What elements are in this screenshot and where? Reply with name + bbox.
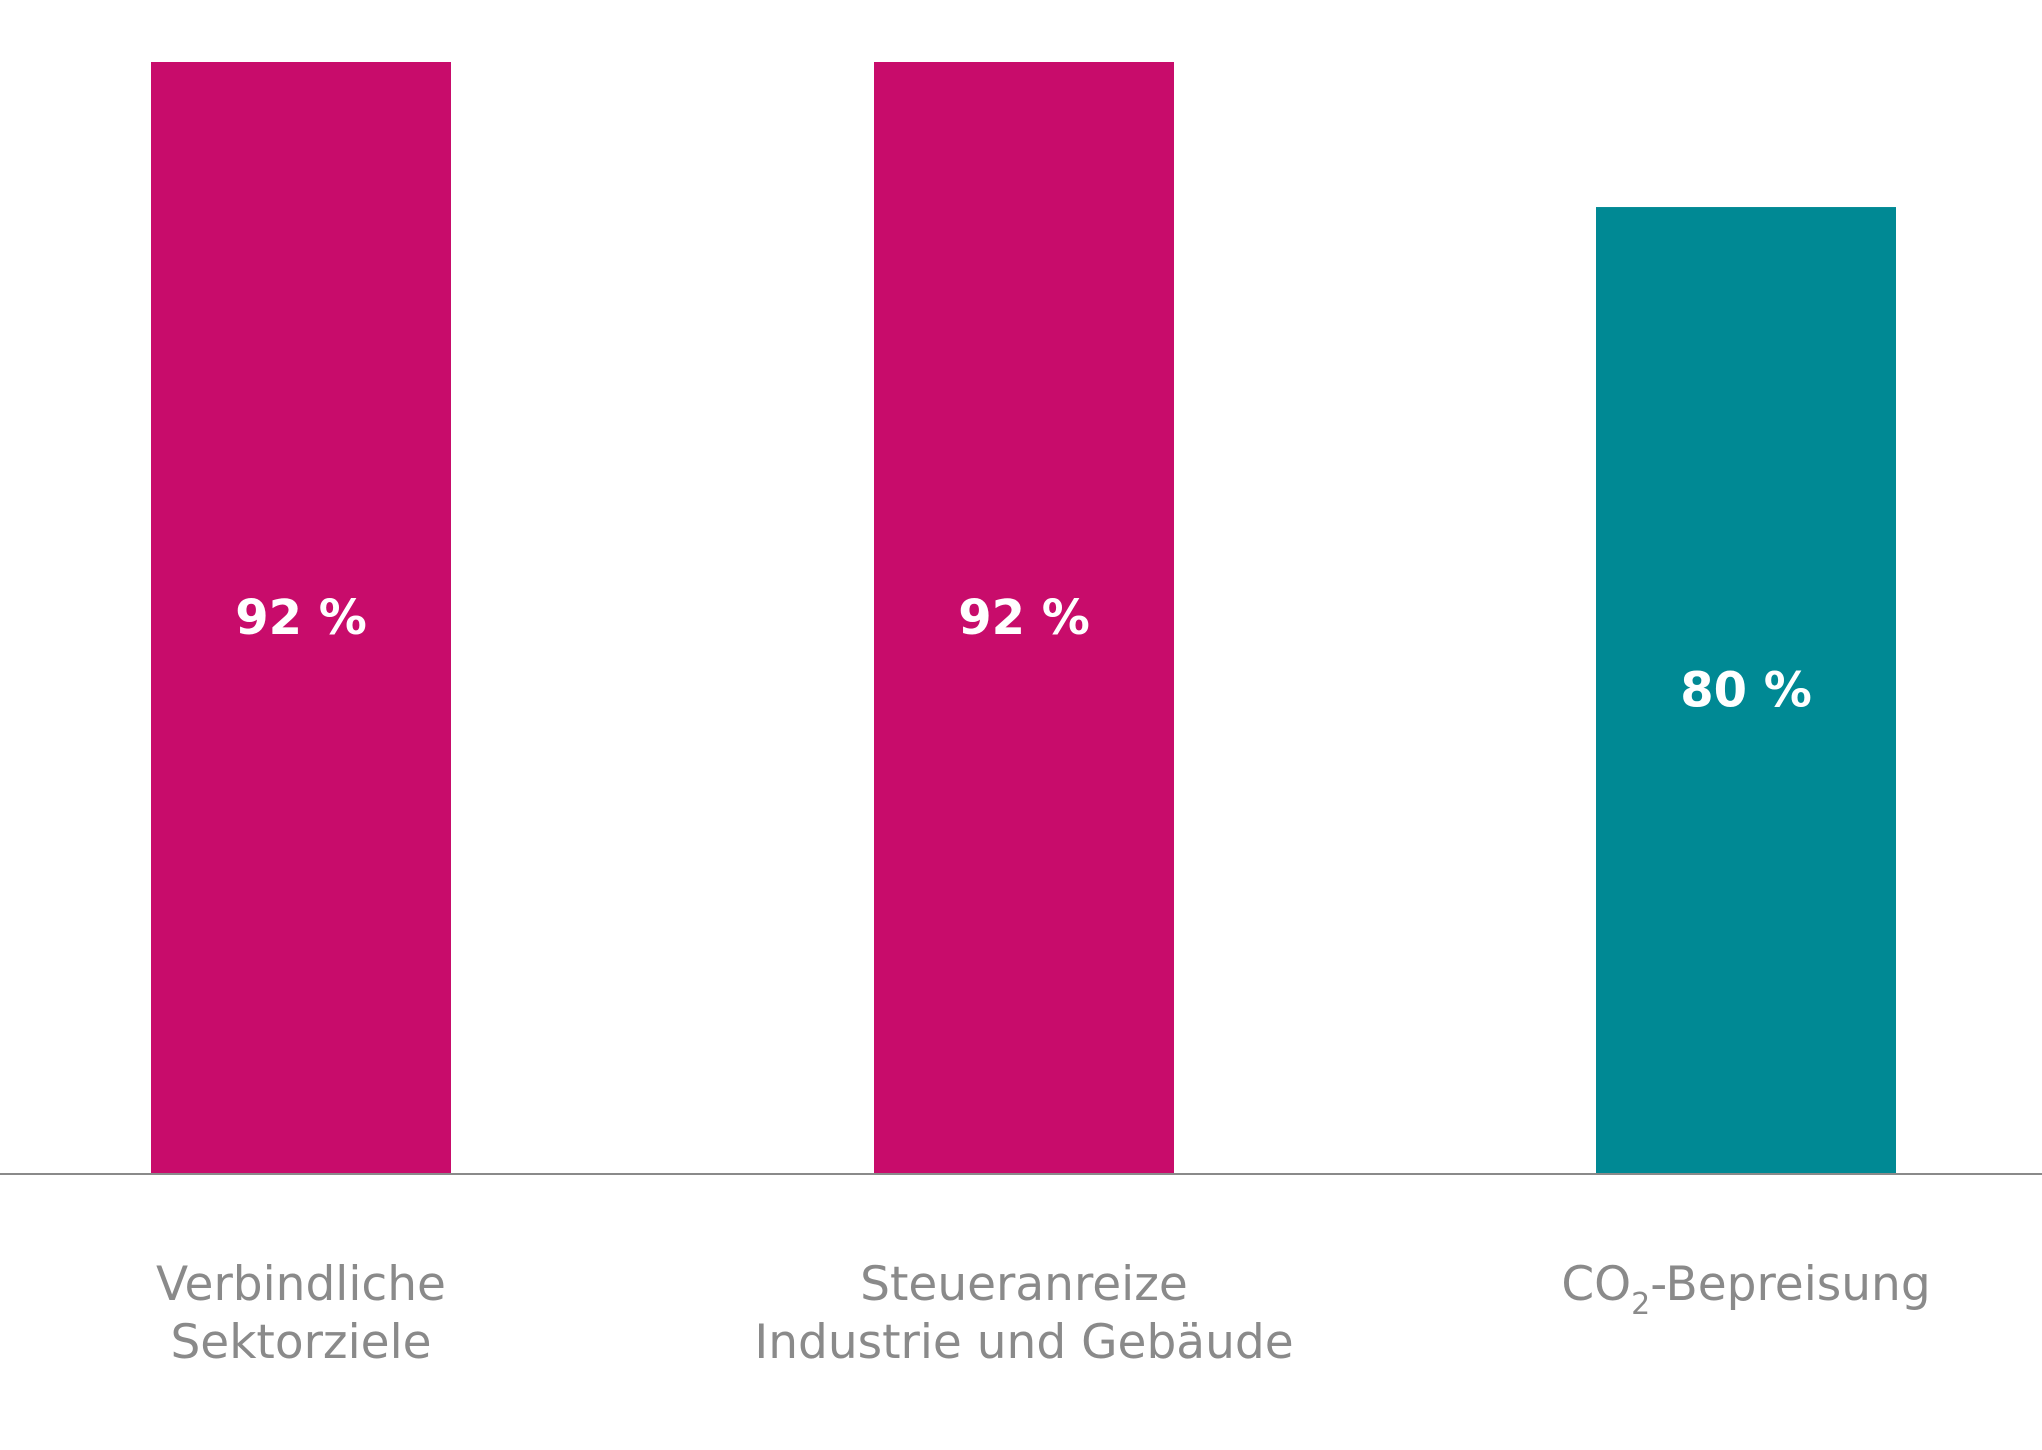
- bar-1: [151, 62, 451, 1174]
- bar-3: [1596, 207, 1896, 1175]
- bar-value-label-2: 92 %: [958, 590, 1090, 646]
- category-label-1: Verbindliche Sektorziele: [156, 1257, 446, 1370]
- bar-value-label-1: 92 %: [235, 590, 367, 646]
- value-labels-group: 92 % 92 % 80 %: [235, 590, 1812, 719]
- bars-group: [151, 62, 1896, 1175]
- bar-2: [874, 62, 1174, 1174]
- category-labels-group: Verbindliche Sektorziele Steueranreize Indu…: [156, 1257, 1931, 1370]
- category-label-2: Steueranreize Industrie und Gebäude: [754, 1257, 1293, 1370]
- bar-value-label-3: 80 %: [1680, 663, 1812, 719]
- category-label-3: CO2-Bepreisung: [1561, 1257, 1930, 1322]
